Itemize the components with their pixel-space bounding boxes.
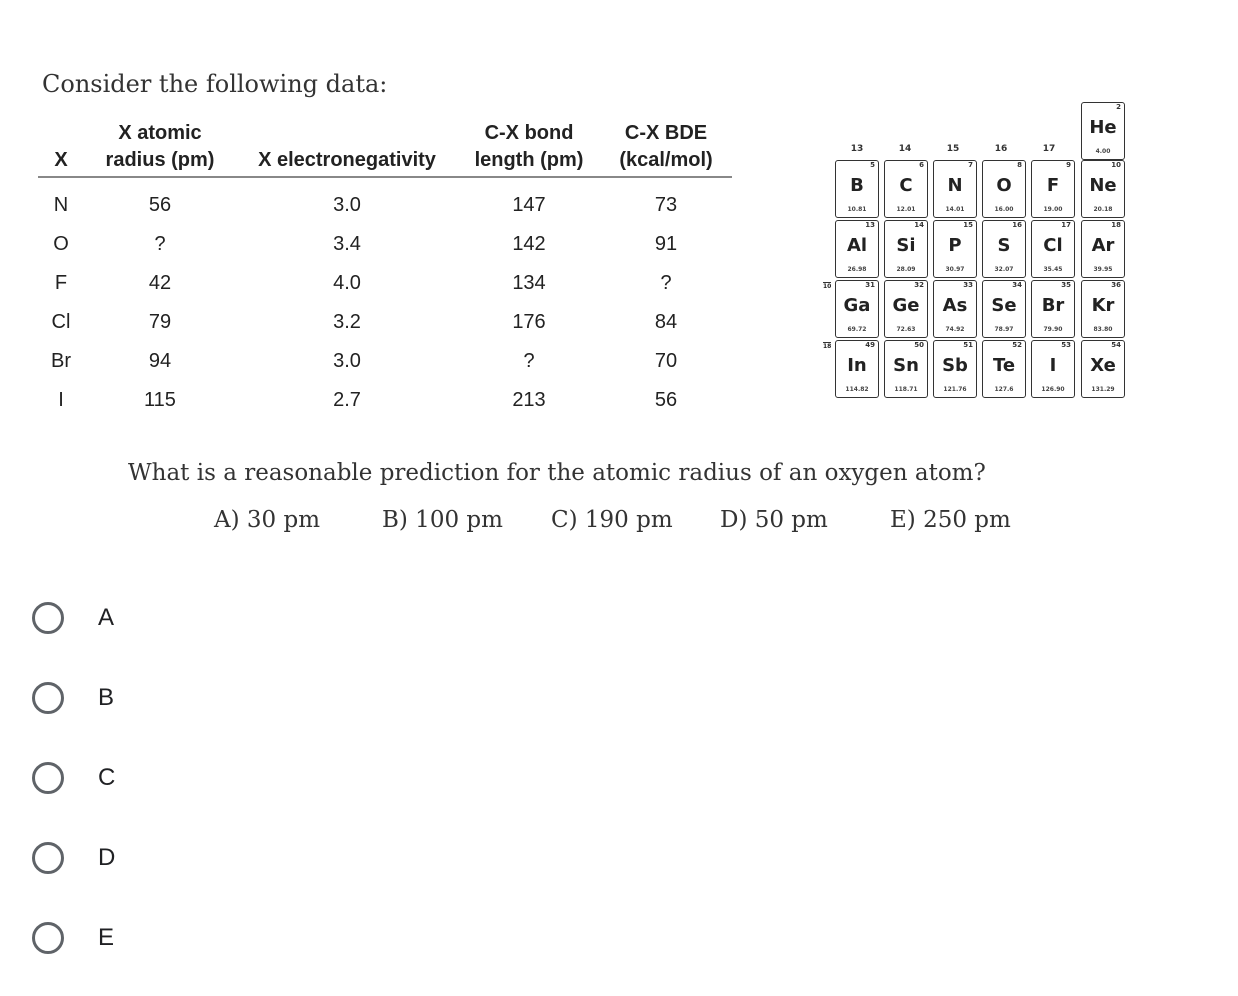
cell-bond-length: 142	[512, 233, 546, 255]
cell-element: Br	[51, 350, 71, 372]
element-cell-al: 13 Al 26.98	[835, 220, 879, 278]
group-number: 15	[946, 144, 960, 154]
option-c[interactable]: C	[32, 756, 232, 800]
row-marker: 10	[823, 282, 832, 290]
option-label: D	[98, 844, 116, 871]
cell-element: I	[58, 389, 64, 411]
table-row: O ? 3.4 142 91	[38, 225, 732, 264]
element-cell-si: 14 Si 28.09	[884, 220, 928, 278]
element-cell-f: 9 F 19.00	[1031, 160, 1075, 218]
cell-bde: 84	[654, 311, 678, 333]
option-label: E	[98, 924, 115, 951]
option-label: C	[98, 764, 116, 791]
option-label: B	[98, 684, 115, 711]
cell-electronegativity: 4.0	[333, 272, 361, 294]
header-bond-length: C-X bond length (pm)	[458, 120, 600, 178]
header-electronegativity: X electronegativity	[236, 120, 458, 178]
element-cell-ge: 32 Ge 72.63	[884, 280, 928, 338]
cell-electronegativity: 2.7	[333, 389, 361, 411]
table-row: Cl 79 3.2 176 84	[38, 303, 732, 342]
cell-radius: ?	[154, 233, 166, 255]
group-number: 13	[850, 144, 864, 154]
radio-button[interactable]	[32, 762, 64, 794]
element-cell-b: 5 B 10.81	[835, 160, 879, 218]
cell-element: O	[53, 233, 69, 255]
table-header-row: X X atomic radius (pm) X electronegativi…	[38, 120, 732, 178]
group-number: 17	[1042, 144, 1056, 154]
element-cell-sb: 51 Sb 121.76	[933, 340, 977, 398]
group-number: 16	[994, 144, 1008, 154]
element-cell-te: 52 Te 127.6	[982, 340, 1026, 398]
cell-element: N	[53, 194, 69, 216]
cell-element: Cl	[51, 311, 71, 333]
cell-bde: 91	[654, 233, 678, 255]
option-e[interactable]: E	[32, 916, 232, 960]
cell-bde: 56	[654, 389, 678, 411]
element-cell-sn: 50 Sn 118.71	[884, 340, 928, 398]
group-number: 14	[898, 144, 912, 154]
option-d[interactable]: D	[32, 836, 232, 880]
header-x: X	[38, 120, 84, 178]
cell-radius: 56	[148, 194, 172, 216]
element-cell-o: 8 O 16.00	[982, 160, 1026, 218]
data-table: X X atomic radius (pm) X electronegativi…	[38, 120, 732, 420]
question-text: What is a reasonable prediction for the …	[128, 460, 986, 486]
cell-electronegativity: 3.0	[333, 194, 361, 216]
header-atomic-radius: X atomic radius (pm)	[84, 120, 236, 178]
cell-bond-length: ?	[523, 350, 535, 372]
cell-bde: ?	[660, 272, 672, 294]
table-row: I 115 2.7 213 56	[38, 381, 732, 420]
row-marker: 18	[823, 342, 832, 350]
table-row: F 42 4.0 134 ?	[38, 264, 732, 303]
answer-choice-e: E) 250 pm	[890, 507, 1011, 533]
element-cell-s: 16 S 32.07	[982, 220, 1026, 278]
intro-text: Consider the following data:	[42, 70, 388, 98]
cell-radius: 42	[148, 272, 172, 294]
element-cell-cl: 17 Cl 35.45	[1031, 220, 1075, 278]
radio-button[interactable]	[32, 682, 64, 714]
element-cell-ga: 31 Ga 69.72	[835, 280, 879, 338]
element-cell-in: 49 In 114.82	[835, 340, 879, 398]
cell-element: F	[54, 272, 68, 294]
element-cell-i: 53 I 126.90	[1031, 340, 1075, 398]
header-bde: C-X BDE (kcal/mol)	[600, 120, 732, 178]
answer-choice-a: A) 30 pm	[214, 507, 321, 533]
option-label: A	[98, 604, 115, 631]
element-cell-n: 7 N 14.01	[933, 160, 977, 218]
cell-radius: 94	[148, 350, 172, 372]
option-b[interactable]: B	[32, 676, 232, 720]
answer-choice-c: C) 190 pm	[551, 507, 673, 533]
radio-button[interactable]	[32, 842, 64, 874]
table-row: Br 94 3.0 ? 70	[38, 342, 732, 381]
cell-electronegativity: 3.4	[333, 233, 361, 255]
cell-bde: 73	[654, 194, 678, 216]
element-cell-xe: 54 Xe 131.29	[1081, 340, 1125, 398]
element-cell-p: 15 P 30.97	[933, 220, 977, 278]
element-cell-ne: 10 Ne 20.18	[1081, 160, 1125, 218]
cell-bond-length: 134	[512, 272, 546, 294]
cell-bond-length: 213	[512, 389, 546, 411]
cell-radius: 79	[148, 311, 172, 333]
radio-button[interactable]	[32, 602, 64, 634]
cell-bde: 70	[654, 350, 678, 372]
cell-electronegativity: 3.2	[333, 311, 361, 333]
element-cell-he: 2 He 4.00	[1081, 102, 1125, 160]
cell-radius: 115	[144, 389, 176, 411]
table-row: N 56 3.0 147 73	[38, 177, 732, 225]
answer-choice-b: B) 100 pm	[382, 507, 503, 533]
element-cell-as: 33 As 74.92	[933, 280, 977, 338]
element-cell-se: 34 Se 78.97	[982, 280, 1026, 338]
element-cell-c: 6 C 12.01	[884, 160, 928, 218]
element-cell-kr: 36 Kr 83.80	[1081, 280, 1125, 338]
element-cell-br: 35 Br 79.90	[1031, 280, 1075, 338]
cell-bond-length: 147	[512, 194, 546, 216]
cell-electronegativity: 3.0	[333, 350, 361, 372]
periodic-table-image: 13 14 15 16 17 10 18 2 He 4.00 5 B 10.81…	[823, 100, 1127, 400]
answer-choice-d: D) 50 pm	[720, 507, 828, 533]
radio-button[interactable]	[32, 922, 64, 954]
cell-bond-length: 176	[512, 311, 546, 333]
option-a[interactable]: A	[32, 596, 232, 640]
element-cell-ar: 18 Ar 39.95	[1081, 220, 1125, 278]
